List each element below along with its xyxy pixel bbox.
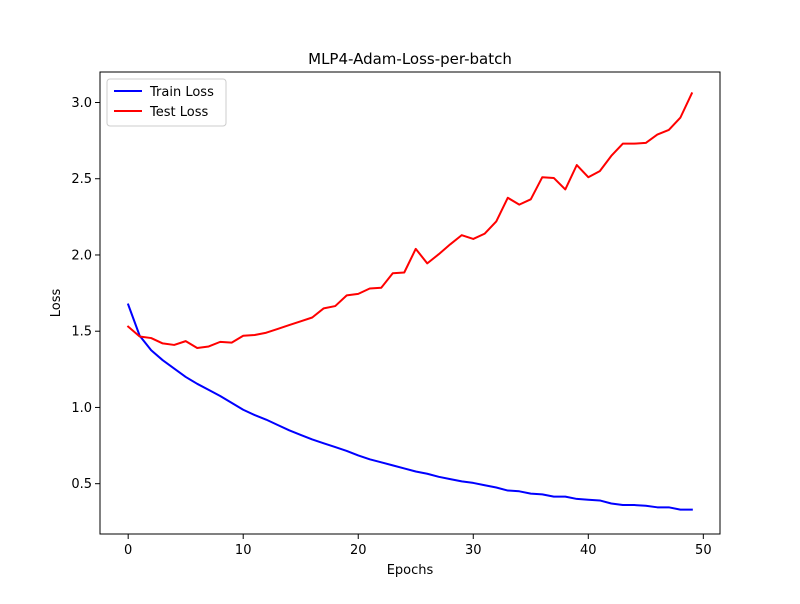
- y-tick-label: 1.0: [71, 401, 92, 416]
- y-axis-label: Loss: [49, 289, 64, 318]
- y-tick-label: 3.0: [71, 96, 92, 111]
- x-axis-label: Epochs: [387, 563, 434, 578]
- x-tick-label: 50: [695, 543, 712, 558]
- legend: Train Loss Test Loss: [106, 78, 227, 127]
- x-tick-label: 10: [235, 543, 252, 558]
- series-line-test-loss: [126, 92, 694, 349]
- series-line-train-loss: [126, 303, 693, 511]
- y-axis-ticks: 0.5 1.0 1.5 2.0 2.5 3.0: [71, 96, 100, 492]
- y-tick-label: 1.5: [71, 325, 92, 340]
- legend-label-test-loss: Test Loss: [149, 105, 208, 120]
- x-tick-label: 40: [580, 543, 597, 558]
- chart-title: MLP4-Adam-Loss-per-batch: [308, 50, 512, 68]
- y-tick-label: 2.0: [71, 248, 92, 263]
- x-tick-label: 20: [350, 543, 367, 558]
- y-tick-label: 0.5: [71, 477, 92, 492]
- axes-frame: [99, 71, 721, 535]
- legend-label-train-loss: Train Loss: [149, 85, 214, 100]
- x-tick-label: 0: [124, 543, 132, 558]
- y-tick-label: 2.5: [71, 172, 92, 187]
- x-axis-ticks: 0 10 20 30 40 50: [124, 534, 712, 558]
- x-tick-label: 30: [465, 543, 482, 558]
